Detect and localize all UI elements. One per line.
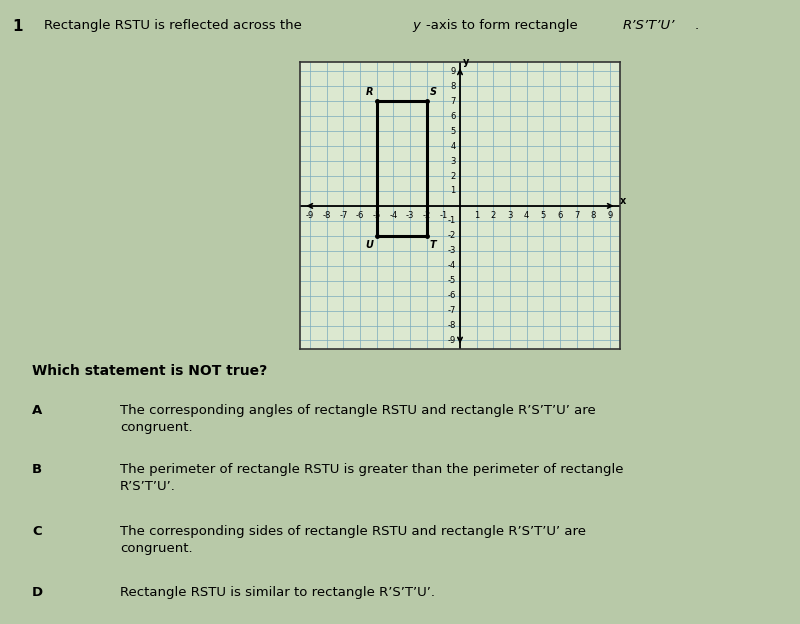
Text: 5: 5 [541,211,546,220]
Text: 3: 3 [507,211,513,220]
Text: -2: -2 [422,211,430,220]
Text: 6: 6 [450,112,456,120]
Text: 3: 3 [450,157,456,165]
Text: -5: -5 [373,211,381,220]
Text: Rectangle RSTU is reflected across the: Rectangle RSTU is reflected across the [44,19,306,32]
Text: -7: -7 [447,306,456,315]
Text: -8: -8 [447,321,456,330]
Text: -5: -5 [447,276,456,285]
Text: y: y [412,19,420,32]
Text: 4: 4 [450,142,456,150]
Text: -7: -7 [339,211,347,220]
Text: -9: -9 [306,211,314,220]
Text: -1: -1 [447,217,456,225]
Text: The corresponding sides of rectangle RSTU and rectangle R’S’T’U’ are
congruent.: The corresponding sides of rectangle RST… [120,525,586,555]
Text: -9: -9 [447,336,456,345]
Text: 9: 9 [450,67,456,76]
Text: S: S [430,87,437,97]
Text: D: D [32,587,43,600]
Text: -3: -3 [406,211,414,220]
Text: R’S’T’U’: R’S’T’U’ [622,19,675,32]
Text: -6: -6 [447,291,456,300]
Text: x: x [620,197,626,207]
Text: 2: 2 [490,211,496,220]
Text: U: U [366,240,374,250]
Text: A: A [32,404,42,417]
Text: -1: -1 [439,211,447,220]
Text: R: R [366,87,374,97]
Text: 4: 4 [524,211,530,220]
Text: Which statement is NOT true?: Which statement is NOT true? [32,364,267,378]
Text: 1: 1 [12,19,22,34]
Text: Rectangle RSTU is similar to rectangle R’S’T’U’.: Rectangle RSTU is similar to rectangle R… [120,587,435,600]
Text: -8: -8 [322,211,331,220]
Text: T: T [430,240,437,250]
Text: 8: 8 [450,82,456,91]
Text: -6: -6 [356,211,364,220]
Text: 5: 5 [450,127,456,135]
Text: y: y [463,57,470,67]
Text: -3: -3 [447,246,456,255]
Text: -4: -4 [390,211,398,220]
Text: The perimeter of rectangle RSTU is greater than the perimeter of rectangle
R’S’T: The perimeter of rectangle RSTU is great… [120,463,623,493]
Text: 6: 6 [558,211,562,220]
Text: 2: 2 [450,172,456,180]
Text: 1: 1 [450,187,456,195]
Text: 9: 9 [607,211,613,220]
Text: 8: 8 [590,211,596,220]
Text: .: . [694,19,698,32]
Text: C: C [32,525,42,538]
Text: B: B [32,463,42,476]
Text: -2: -2 [447,232,456,240]
Text: 7: 7 [450,97,456,106]
Text: -4: -4 [447,261,456,270]
Text: 7: 7 [574,211,579,220]
Text: -axis to form rectangle: -axis to form rectangle [426,19,582,32]
Text: 1: 1 [474,211,479,220]
Text: The corresponding angles of rectangle RSTU and rectangle R’S’T’U’ are
congruent.: The corresponding angles of rectangle RS… [120,404,596,434]
